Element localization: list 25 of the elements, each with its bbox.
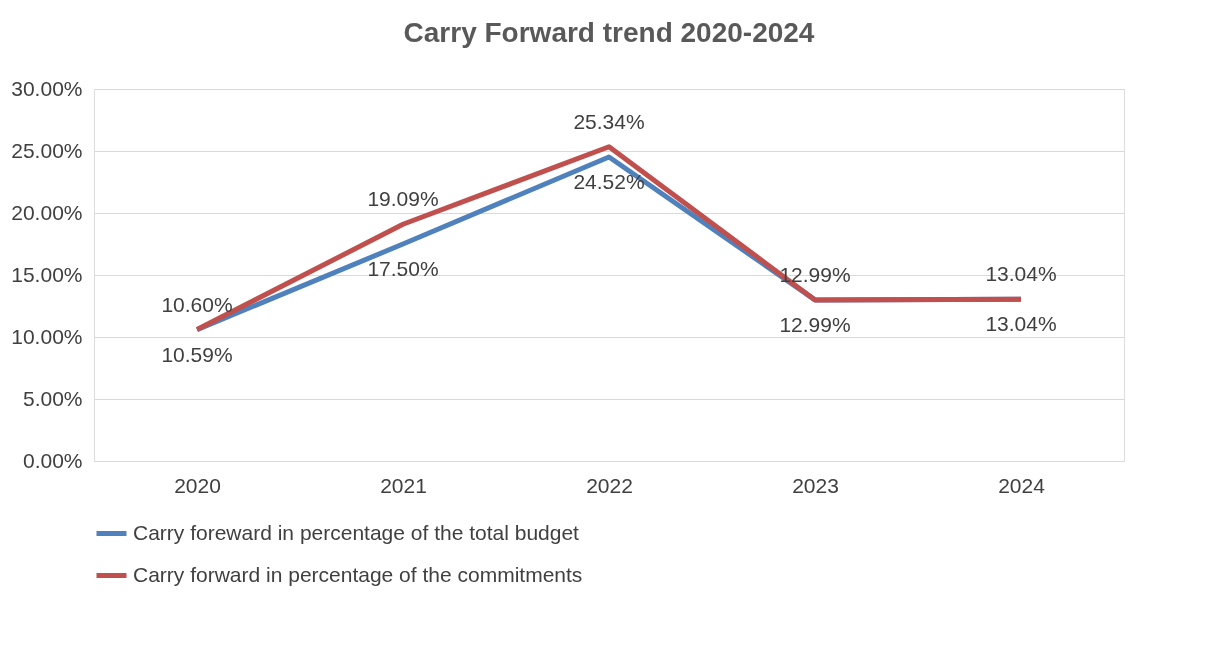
data-label: 12.99% [779, 262, 851, 286]
data-label: 17.50% [367, 257, 439, 280]
legend-label: Carry foreward in percentage of the total budget [133, 520, 580, 544]
y-tick-label: 0.00% [22, 448, 83, 472]
x-tick-label: 2024 [998, 473, 1046, 497]
data-label: 13.04% [985, 262, 1057, 286]
y-tick-label: 30.00% [11, 76, 83, 100]
x-tick-label: 2023 [792, 473, 839, 497]
y-tick-label: 10.00% [11, 324, 83, 348]
data-label: 12.99% [779, 312, 851, 336]
legend-label: Carry forward in percentage of the commitments [133, 562, 583, 586]
y-tick-label: 5.00% [22, 386, 83, 410]
data-label: 10.60% [161, 292, 233, 316]
y-tick-label: 15.00% [11, 262, 83, 286]
chart-title: Carry Forward trend 2020-2024 [403, 17, 815, 48]
y-tick-label: 25.00% [11, 138, 83, 162]
y-tick-label: 20.00% [11, 200, 83, 224]
data-label: 13.04% [985, 312, 1057, 336]
data-label: 24.52% [573, 169, 645, 193]
x-tick-label: 2022 [586, 473, 633, 497]
data-label: 10.59% [161, 342, 233, 366]
x-tick-label: 2020 [174, 473, 221, 497]
data-label: 25.34% [573, 109, 645, 133]
x-tick-label: 2021 [380, 473, 427, 497]
data-label: 19.09% [367, 187, 439, 211]
